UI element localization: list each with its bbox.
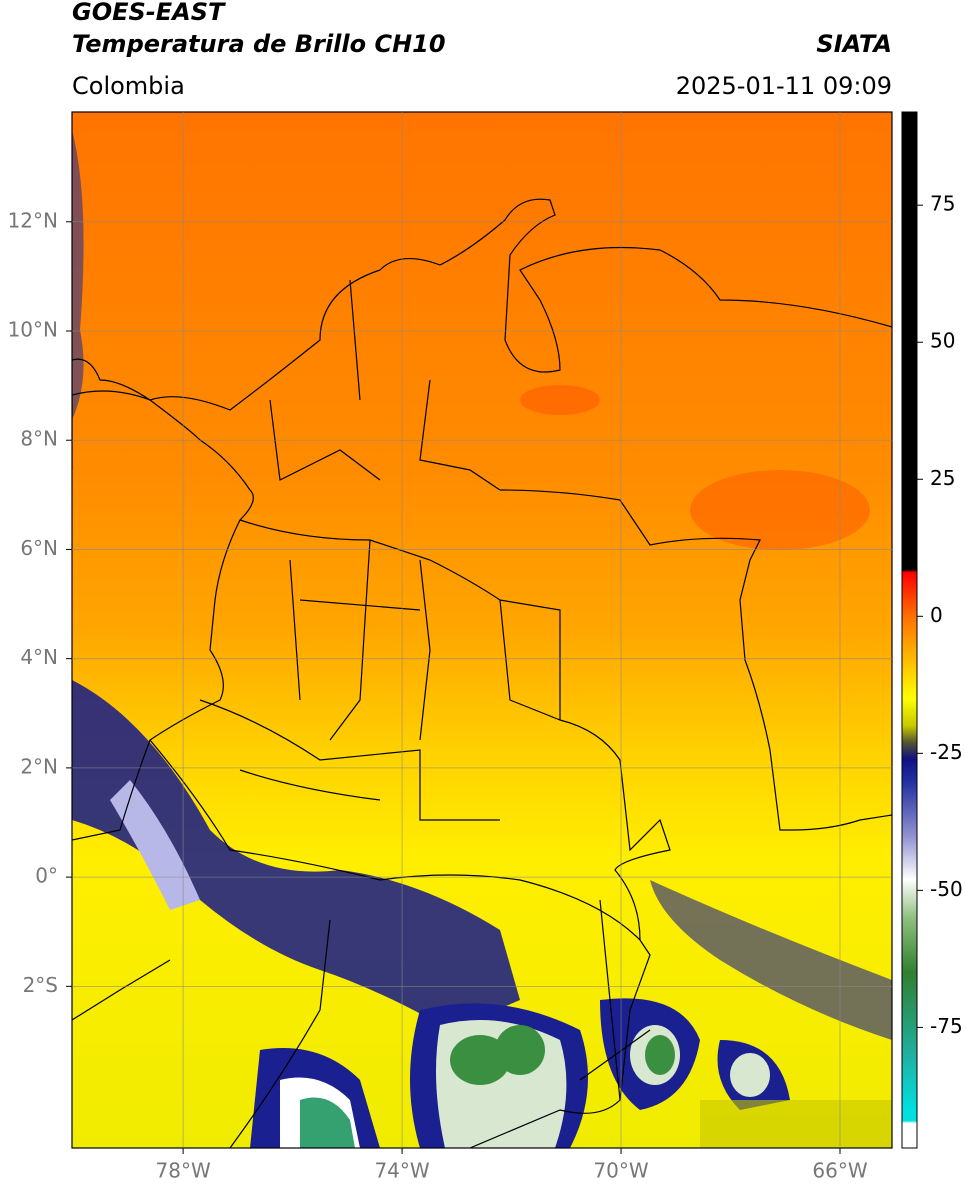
y-tick-label: 6°N: [20, 536, 58, 560]
colorbar-tick-label: -75: [930, 1014, 963, 1038]
subtitle: Temperatura de Brillo CH10: [72, 30, 446, 58]
colorbar-tick-label: 50: [930, 329, 955, 353]
colorbar-tick-label: 75: [930, 192, 955, 216]
y-tick-label: 10°N: [8, 317, 58, 341]
x-tick-label: 70°W: [593, 1159, 648, 1183]
y-tick-label: 2°S: [23, 973, 58, 997]
x-tick-label: 74°W: [374, 1159, 429, 1183]
x-tick-label: 66°W: [812, 1159, 867, 1183]
colorbar: [901, 111, 918, 1149]
map-image: [72, 112, 892, 1148]
colorbar-tick-label: -50: [930, 877, 963, 901]
y-tick-label: 8°N: [20, 427, 58, 451]
title: GOES-EAST: [72, 0, 226, 26]
region: Colombia: [72, 72, 185, 100]
y-tick-label: 2°N: [20, 754, 58, 778]
y-tick-label: 12°N: [8, 208, 58, 232]
source: SIATA: [816, 30, 892, 58]
x-tick-label: 78°W: [156, 1159, 211, 1183]
map-frame: [71, 111, 893, 1149]
y-tick-label: 0°: [35, 864, 58, 888]
colorbar-tick-label: 0: [930, 603, 943, 627]
colorbar-tick-label: 25: [930, 466, 955, 490]
datetime: 2025-01-11 09:09: [676, 72, 892, 100]
y-tick-label: 4°N: [20, 645, 58, 669]
colorbar-tick-label: -25: [930, 740, 963, 764]
